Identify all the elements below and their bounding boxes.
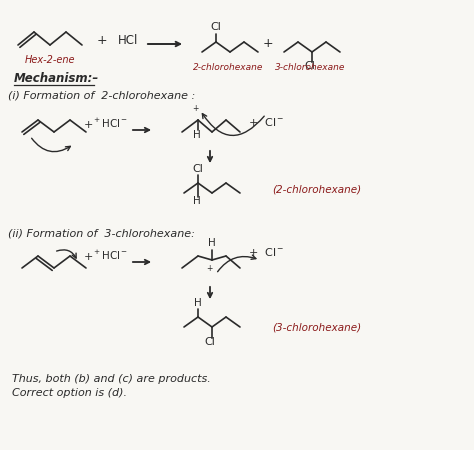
Text: Cl: Cl — [192, 164, 203, 174]
Text: Cl: Cl — [210, 22, 221, 32]
Text: (2-chlorohexane): (2-chlorohexane) — [272, 184, 361, 194]
Text: HCl: HCl — [118, 34, 138, 47]
Text: H: H — [208, 238, 216, 248]
Text: H: H — [194, 298, 202, 308]
Text: $^+$HCl$^-$: $^+$HCl$^-$ — [92, 117, 128, 130]
FancyArrowPatch shape — [218, 255, 256, 272]
Text: (3-chlorohexane): (3-chlorohexane) — [272, 323, 361, 333]
Text: $^+$HCl$^-$: $^+$HCl$^-$ — [92, 249, 128, 262]
Text: 2-chlorohexane: 2-chlorohexane — [193, 63, 263, 72]
Text: (i) Formation of  2-chlorohexane :: (i) Formation of 2-chlorohexane : — [8, 90, 195, 100]
Text: $^+$: $^+$ — [191, 104, 201, 114]
Text: Cl: Cl — [205, 337, 216, 347]
Text: +: + — [84, 120, 93, 130]
Text: H: H — [193, 130, 201, 140]
Text: +: + — [84, 252, 93, 262]
Text: Mechanism:–: Mechanism:– — [14, 72, 99, 85]
Text: Cl: Cl — [305, 61, 315, 71]
FancyArrowPatch shape — [202, 114, 264, 135]
Text: 3-chlorohexane: 3-chlorohexane — [275, 63, 345, 72]
Text: Thus, both (b) and (c) are products.: Thus, both (b) and (c) are products. — [12, 374, 211, 384]
Text: +: + — [263, 37, 273, 50]
Text: +: + — [97, 34, 107, 47]
Text: Correct option is (d).: Correct option is (d). — [12, 388, 127, 398]
Text: $^+$: $^+$ — [205, 264, 215, 274]
FancyArrowPatch shape — [56, 250, 76, 258]
Text: +  Cl$^-$: + Cl$^-$ — [248, 246, 284, 258]
Text: (ii) Formation of  3-chlorohexane:: (ii) Formation of 3-chlorohexane: — [8, 228, 195, 238]
FancyArrowPatch shape — [32, 138, 70, 152]
Text: H: H — [193, 196, 201, 206]
Text: Hex-2-ene: Hex-2-ene — [25, 55, 75, 65]
Text: +  Cl$^-$: + Cl$^-$ — [248, 116, 284, 128]
